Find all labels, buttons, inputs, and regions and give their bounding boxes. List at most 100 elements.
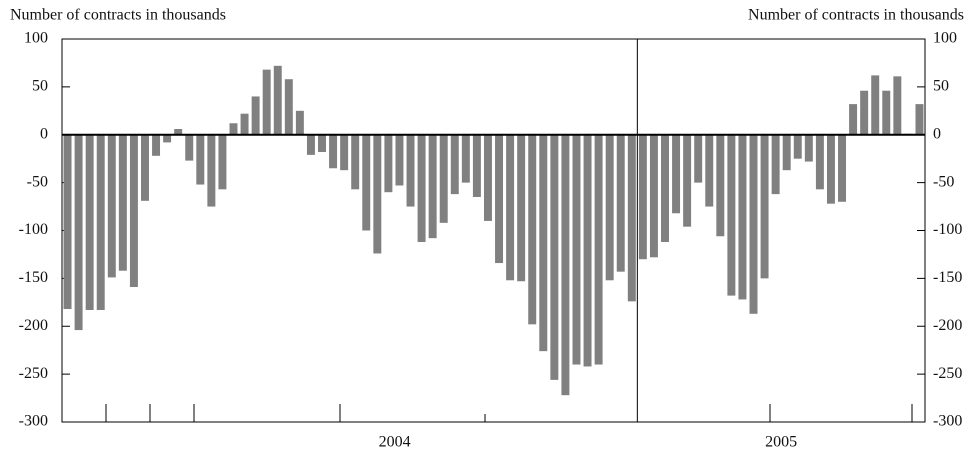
y2-tick-label: 0 bbox=[933, 125, 941, 142]
y-tick-label: -150 bbox=[19, 269, 48, 286]
bar bbox=[406, 134, 415, 207]
bar bbox=[550, 134, 559, 380]
bar bbox=[616, 134, 625, 272]
y2-tick-label: 100 bbox=[933, 30, 957, 47]
y-axis-label: Number of contracts in thousands bbox=[10, 7, 226, 24]
bar bbox=[483, 134, 492, 221]
bar bbox=[262, 69, 271, 135]
y-tick-label: 100 bbox=[24, 30, 48, 47]
bar bbox=[672, 134, 681, 214]
bar bbox=[450, 134, 459, 195]
bar bbox=[738, 134, 747, 300]
bar bbox=[318, 134, 326, 152]
bar bbox=[417, 134, 426, 242]
bar bbox=[804, 134, 813, 162]
bar bbox=[528, 134, 537, 325]
bar bbox=[572, 134, 581, 365]
bar bbox=[782, 134, 791, 171]
bar bbox=[74, 134, 83, 331]
bar bbox=[340, 134, 349, 171]
bar bbox=[373, 134, 382, 254]
bar bbox=[196, 134, 205, 185]
bar bbox=[351, 134, 360, 190]
y2-tick-label: -50 bbox=[933, 173, 954, 190]
x-period-label: 2005 bbox=[765, 434, 797, 451]
bar bbox=[749, 134, 758, 314]
bar bbox=[605, 134, 614, 281]
bar bbox=[229, 123, 238, 135]
bar bbox=[295, 110, 304, 135]
y-tick-label: -250 bbox=[19, 365, 48, 382]
bar bbox=[174, 129, 183, 135]
bar bbox=[251, 96, 260, 135]
bar bbox=[240, 113, 249, 135]
bar bbox=[428, 134, 437, 239]
bar bbox=[915, 104, 924, 135]
bar bbox=[826, 134, 835, 204]
bar bbox=[683, 134, 692, 227]
bar bbox=[539, 134, 548, 352]
bar bbox=[439, 134, 448, 223]
bar bbox=[306, 134, 315, 155]
bar bbox=[140, 134, 149, 201]
bar bbox=[594, 134, 603, 365]
bar bbox=[815, 134, 824, 190]
bar bbox=[273, 65, 282, 135]
bar bbox=[638, 134, 647, 260]
bar bbox=[705, 134, 714, 207]
bar bbox=[793, 134, 802, 159]
bar bbox=[661, 134, 669, 242]
bar bbox=[694, 134, 703, 183]
bar bbox=[860, 90, 869, 135]
bar bbox=[163, 134, 172, 143]
bar bbox=[561, 134, 570, 396]
y-tick-label: -300 bbox=[19, 413, 48, 430]
bar bbox=[107, 134, 116, 278]
bar bbox=[218, 134, 227, 190]
bar bbox=[118, 134, 127, 271]
y2-tick-label: -150 bbox=[933, 269, 962, 286]
bar bbox=[627, 134, 636, 302]
bar bbox=[284, 79, 293, 135]
x-period-label: 2004 bbox=[379, 434, 411, 451]
bar bbox=[472, 134, 481, 197]
bar bbox=[727, 134, 736, 296]
bar bbox=[583, 134, 592, 367]
y-tick-label: -100 bbox=[19, 221, 48, 238]
y-tick-label: 0 bbox=[40, 125, 48, 142]
y2-tick-label: -300 bbox=[933, 413, 962, 430]
bar bbox=[882, 90, 891, 135]
y-tick-label: -50 bbox=[27, 173, 48, 190]
bar bbox=[395, 134, 404, 186]
plot-frame bbox=[61, 38, 926, 423]
bar bbox=[716, 134, 725, 237]
bar bbox=[384, 134, 393, 193]
bar bbox=[893, 76, 902, 135]
bar bbox=[207, 134, 216, 207]
bar bbox=[185, 134, 194, 161]
bar bbox=[85, 134, 94, 310]
bar bbox=[771, 134, 780, 195]
bar bbox=[838, 134, 847, 202]
y2-tick-label: -200 bbox=[933, 317, 962, 334]
y-tick-label: -200 bbox=[19, 317, 48, 334]
bar bbox=[329, 134, 338, 169]
y2-tick-label: -250 bbox=[933, 365, 962, 382]
bar bbox=[362, 134, 371, 231]
y2-axis-label: Number of contracts in thousands bbox=[748, 7, 964, 24]
y2-tick-label: -100 bbox=[933, 221, 962, 238]
bar bbox=[871, 75, 880, 135]
bar bbox=[849, 104, 858, 135]
bar bbox=[63, 134, 72, 310]
y-tick-label: 50 bbox=[32, 78, 48, 95]
bar bbox=[649, 134, 658, 258]
bar bbox=[129, 134, 138, 287]
bar bbox=[96, 134, 105, 310]
bar bbox=[495, 134, 504, 264]
y2-tick-label: 50 bbox=[933, 78, 949, 95]
bar bbox=[461, 134, 470, 183]
bar bbox=[517, 134, 526, 282]
bar bbox=[506, 134, 515, 281]
